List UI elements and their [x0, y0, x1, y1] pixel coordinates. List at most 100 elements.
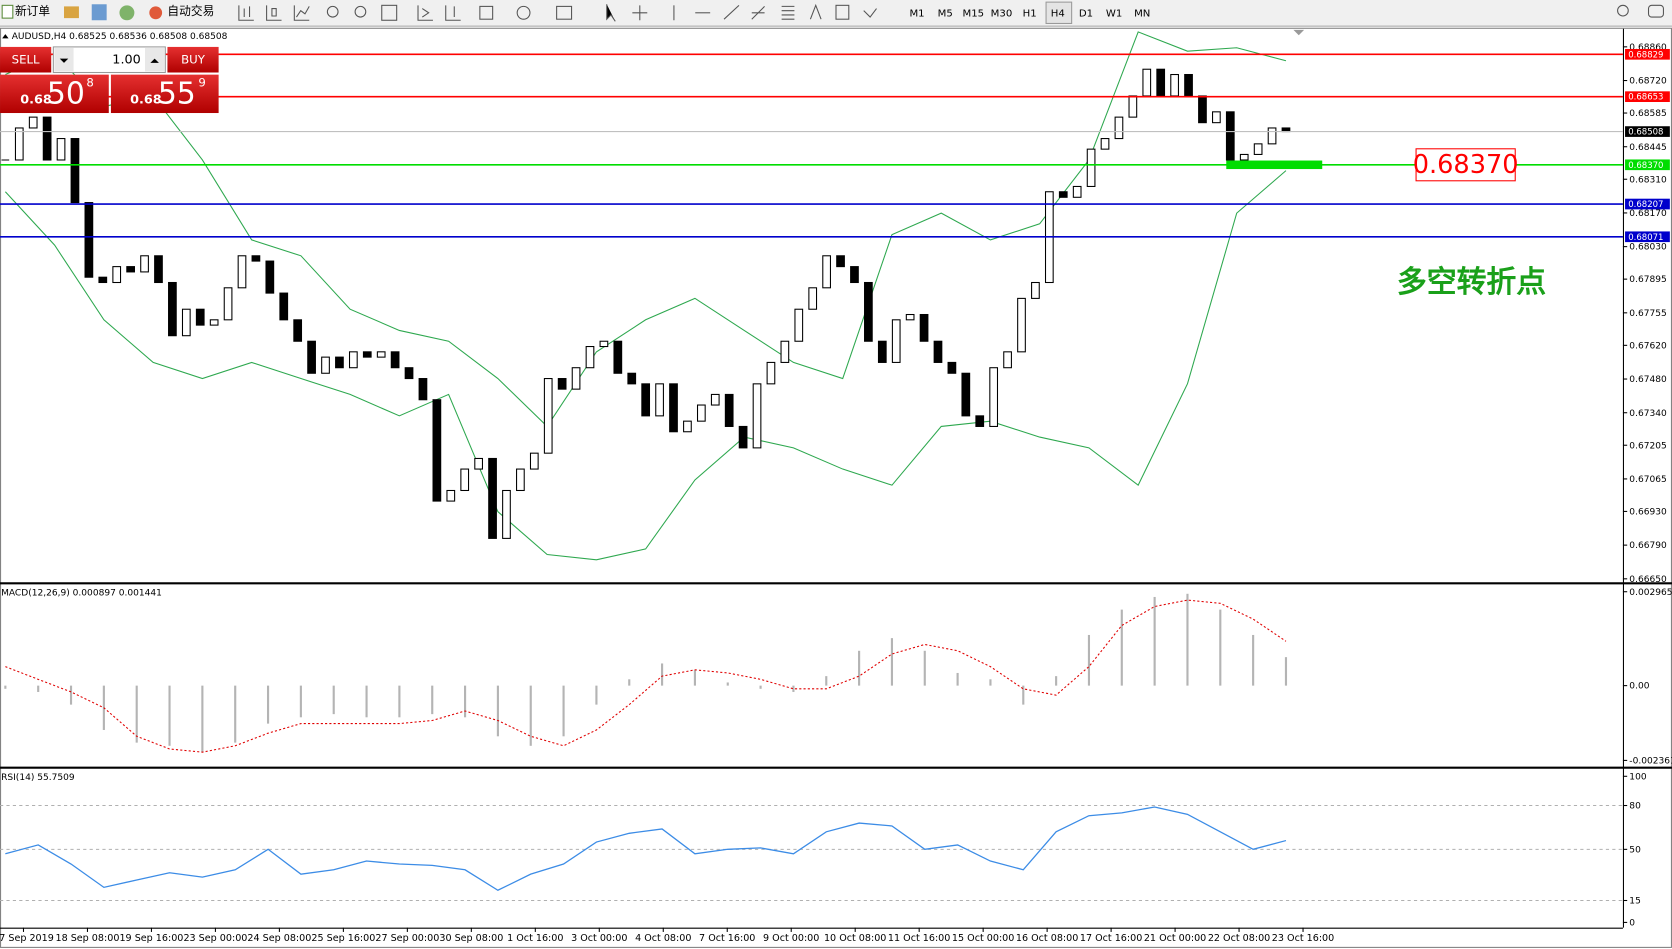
y-tick-label: 0.67480 [1629, 375, 1667, 385]
icon[interactable] [293, 5, 310, 21]
buy-price-box[interactable] [110, 74, 219, 114]
icon[interactable] [119, 5, 135, 21]
time-label: 11 Oct 16:00 [888, 933, 950, 944]
macd-bar [266, 685, 270, 724]
icon[interactable] [445, 5, 461, 21]
icon[interactable] [354, 5, 367, 18]
timeframe-button[interactable]: W1 [1106, 8, 1122, 19]
macd-bar [69, 685, 73, 705]
candle [1058, 191, 1068, 198]
level-label: 0.68508 [1628, 128, 1663, 138]
timeframe-button[interactable]: M15 [963, 8, 985, 19]
candle [850, 266, 859, 284]
macd-bar [4, 685, 7, 689]
candle [919, 313, 929, 342]
panel [1, 31, 1291, 561]
candle [891, 319, 901, 363]
candle [321, 356, 330, 374]
icon[interactable] [479, 5, 494, 20]
timeframe-button[interactable]: M1 [909, 8, 924, 19]
candle [98, 276, 108, 284]
timeframe-button[interactable]: M5 [938, 8, 953, 19]
icon[interactable] [64, 6, 79, 19]
icon[interactable] [238, 5, 254, 21]
candle [571, 367, 581, 390]
candle [683, 420, 692, 433]
level-label: 0.68071 [1628, 233, 1663, 243]
candle [1253, 143, 1263, 155]
candle [84, 202, 94, 278]
sell-price-box[interactable] [0, 74, 109, 114]
price-main: 50 [47, 76, 85, 111]
timeframe-button[interactable]: M30 [991, 8, 1013, 19]
timeframe-button[interactable]: H4 [1051, 8, 1065, 19]
macd-bar [1153, 596, 1156, 686]
macd-bar [792, 685, 795, 692]
new-order-button[interactable]: 新订单 [1, 4, 50, 19]
timeframe-button[interactable]: MN [1134, 8, 1150, 19]
y-tick-label: 0.67895 [1629, 275, 1666, 285]
icon[interactable] [1617, 4, 1629, 17]
macd-bar [529, 685, 532, 746]
sell-button[interactable] [0, 46, 52, 73]
icon[interactable] [556, 5, 573, 20]
candle [432, 399, 442, 502]
y-tick-label: 0.67755 [1629, 309, 1666, 319]
collapse-icon [2, 34, 9, 39]
candle [1212, 111, 1221, 124]
candle [335, 356, 344, 369]
time-label: 18 Sep 08:00 [55, 933, 119, 944]
level-label-bg [1625, 198, 1670, 210]
candle [1114, 116, 1124, 140]
macd-bar [332, 685, 335, 715]
rsi-line [5, 806, 1287, 891]
buy-button[interactable] [167, 46, 219, 73]
icon[interactable] [632, 5, 648, 21]
auto-trade-button[interactable]: 自动交易 [149, 4, 214, 20]
macd-bar [595, 685, 598, 705]
macd-bar [825, 676, 828, 686]
icon[interactable] [723, 4, 740, 20]
icon[interactable] [835, 4, 850, 20]
candle [752, 383, 762, 449]
macd-bar [1252, 634, 1255, 686]
candle [794, 308, 804, 342]
y-tick-label: 0.66650 [1629, 575, 1667, 585]
icon[interactable] [417, 5, 433, 21]
icon[interactable] [516, 5, 531, 20]
timeframe-button[interactable]: H1 [1023, 8, 1037, 19]
sell-label: SELL [12, 53, 40, 67]
timeframe-button[interactable]: D1 [1079, 8, 1093, 19]
candle [933, 340, 943, 363]
candle [140, 255, 149, 273]
candle [641, 383, 651, 417]
candle [418, 378, 428, 401]
macd-bar [989, 679, 992, 686]
icon[interactable] [381, 4, 398, 21]
candle [1281, 127, 1291, 133]
candle [293, 319, 303, 342]
y-tick-label: 0 [1629, 918, 1635, 928]
candle [28, 116, 38, 129]
macd-bar [562, 685, 565, 737]
icon[interactable] [606, 4, 616, 22]
macd-bar [661, 663, 664, 686]
icon[interactable] [751, 6, 765, 20]
icon[interactable] [863, 8, 877, 18]
icon[interactable] [91, 4, 107, 21]
icon[interactable] [1647, 4, 1664, 18]
macd-bar [431, 685, 434, 715]
icon[interactable] [326, 5, 339, 18]
icon[interactable] [781, 5, 795, 20]
chart-frame [0, 27, 1672, 948]
lots-value: 1.00 [112, 53, 140, 68]
time-label: 17 Oct 16:00 [1080, 933, 1142, 944]
panel-title: MACD(12,26,9) 0.000897 0.001441 [1, 588, 162, 598]
y-tick-label: 0.66930 [1629, 507, 1667, 517]
bollinger-band [5, 31, 1287, 428]
icon[interactable] [266, 5, 282, 21]
candle [1017, 297, 1026, 353]
icon[interactable] [809, 3, 822, 20]
icon [1, 4, 14, 19]
candle [516, 468, 525, 492]
